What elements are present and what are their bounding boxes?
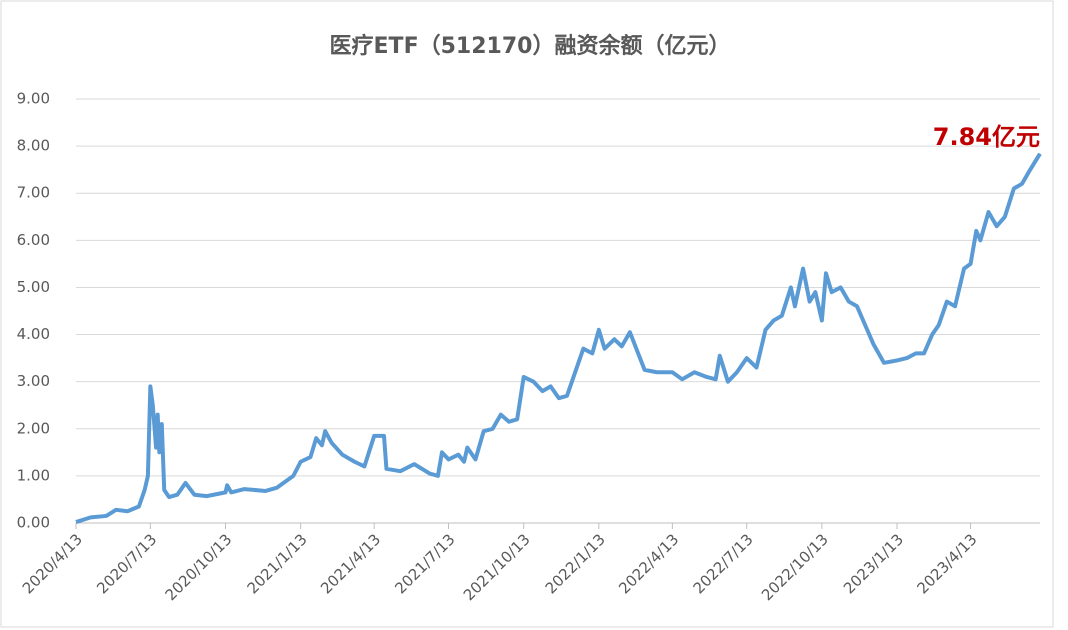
- data-line: [75, 152, 1042, 524]
- y-tick-label: 0.00: [17, 514, 50, 532]
- y-tick-label: 3.00: [17, 372, 50, 390]
- chart-title: 医疗ETF（512170）融资余额（亿元）: [330, 33, 731, 59]
- y-tick-label: 7.00: [17, 184, 50, 202]
- y-tick-label: 8.00: [17, 137, 50, 155]
- y-tick-label: 4.00: [17, 325, 50, 343]
- y-tick-label: 5.00: [17, 278, 50, 296]
- y-tick-label: 1.00: [17, 466, 50, 484]
- y-tick-label: 2.00: [17, 419, 50, 437]
- annotation: 7.84亿元: [933, 123, 1040, 151]
- y-tick-label: 6.00: [17, 231, 50, 249]
- y-tick-label: 9.00: [17, 90, 50, 108]
